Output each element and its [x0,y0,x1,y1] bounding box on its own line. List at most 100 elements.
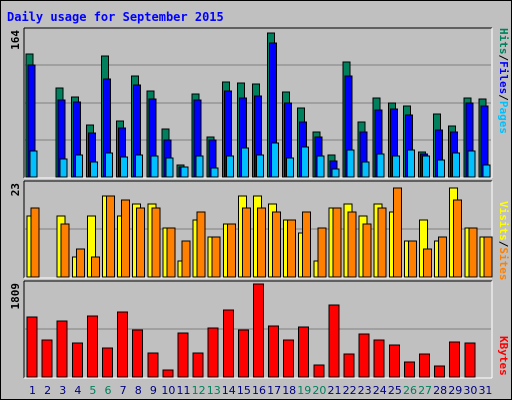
x-tick-day-29: 29 [448,384,462,397]
pages-bar-day-21 [331,168,340,178]
kbytes-bar-day-4 [71,342,83,378]
sites-bar-day-1 [30,207,40,278]
pages-bar-day-13 [210,167,219,178]
kbytes-bar-day-30 [464,342,476,378]
kbytes-bar-day-6 [101,347,113,378]
x-tick-day-18: 18 [282,384,296,397]
panel-2-legend: Visits/Sites [497,201,510,281]
pages-bar-day-29 [452,152,461,178]
kbytes-bar-day-18 [283,339,295,378]
kbytes-bar-day-29 [449,341,461,378]
legend-part: / [497,241,510,248]
pages-bar-day-15 [240,147,249,178]
sites-bar-day-22 [347,211,357,278]
sites-bar-day-31 [483,236,493,278]
pages-bar-day-8 [135,154,144,178]
pages-bar-day-7 [120,156,129,178]
kbytes-bar-day-19 [298,326,310,378]
sites-bar-day-15 [241,207,251,278]
x-tick-day-20: 20 [312,384,326,397]
kbytes-bar-day-12 [192,352,204,378]
x-tick-day-17: 17 [267,384,281,397]
x-tick-day-15: 15 [237,384,251,397]
kbytes-bar-day-22 [343,353,355,378]
sites-bar-day-27 [423,248,433,278]
pages-bar-day-30 [467,150,476,178]
pages-bar-day-16 [255,154,264,178]
sites-bar-day-23 [362,223,372,278]
kbytes-bar-day-8 [132,329,144,378]
x-tick-day-30: 30 [463,384,477,397]
sites-bar-day-21 [332,207,342,278]
kbytes-bar-day-20 [313,364,325,378]
sites-bar-day-26 [407,240,417,278]
sites-bar-day-17 [272,211,282,278]
kbytes-bar-day-27 [419,353,431,378]
kbytes-bar-day-25 [388,344,400,378]
x-tick-day-4: 4 [74,384,81,397]
kbytes-bar-day-16 [252,283,264,378]
kbytes-bar-day-7 [117,311,129,378]
x-tick-day-12: 12 [192,384,206,397]
x-tick-day-16: 16 [252,384,266,397]
kbytes-bar-day-5 [86,315,98,378]
kbytes-bar-day-10 [162,369,174,378]
pages-bar-day-19 [301,146,310,178]
legend-part: / [497,94,510,101]
sites-bar-day-24 [377,207,387,278]
pages-bar-day-28 [437,159,446,178]
sites-bar-day-13 [211,236,221,278]
x-tick-day-28: 28 [433,384,447,397]
x-tick-day-19: 19 [297,384,311,397]
panel-3-max-label: 1809 [9,283,22,310]
x-tick-day-27: 27 [418,384,432,397]
pages-bar-day-22 [346,149,355,178]
kbytes-bar-day-15 [237,329,249,378]
pages-bar-day-27 [422,155,431,178]
sites-bar-day-5 [90,256,100,278]
x-tick-day-10: 10 [161,384,175,397]
panel-3-legend: KBytes [497,336,510,376]
x-tick-day-6: 6 [105,384,112,397]
legend-part: Hits [497,28,510,55]
sites-bar-day-30 [468,227,478,278]
panel-1-legend: Hits/Files/Pages [497,28,510,134]
x-tick-day-11: 11 [177,384,191,397]
x-tick-day-3: 3 [59,384,66,397]
legend-part: Visits [497,201,510,241]
kbytes-bar-day-9 [147,352,159,378]
pages-bar-day-1 [29,150,38,178]
sites-bar-day-28 [438,236,448,278]
pages-bar-day-11 [180,166,189,178]
sites-bar-day-11 [181,240,191,278]
x-tick-day-25: 25 [388,384,402,397]
pages-bar-day-3 [59,158,68,178]
kbytes-bar-day-2 [41,339,53,378]
sites-bar-day-10 [166,227,176,278]
sites-bar-day-16 [256,207,266,278]
pages-bar-day-5 [89,161,98,178]
sites-bar-day-4 [75,248,85,278]
sites-bar-day-14 [226,223,236,278]
pages-bar-day-18 [286,157,295,178]
kbytes-bar-day-11 [177,332,189,378]
legend-part: Sites [497,247,510,280]
pages-bar-day-24 [376,153,385,178]
kbytes-bar-day-14 [222,309,234,378]
chart-title: Daily usage for September 2015 [7,10,224,24]
pages-bar-day-26 [406,149,415,178]
x-tick-day-7: 7 [120,384,127,397]
x-tick-day-31: 31 [478,384,492,397]
x-tick-day-8: 8 [135,384,142,397]
x-tick-day-23: 23 [358,384,372,397]
x-tick-day-2: 2 [44,384,51,397]
x-tick-day-1: 1 [29,384,36,397]
sites-bar-day-18 [287,219,297,278]
sites-bar-day-19 [302,211,312,278]
sites-bar-day-8 [136,207,146,278]
legend-part: / [497,55,510,62]
kbytes-bar-day-13 [207,327,219,378]
x-tick-day-21: 21 [327,384,341,397]
pages-bar-day-17 [271,142,280,178]
panel-1-max-label: 164 [9,30,22,50]
